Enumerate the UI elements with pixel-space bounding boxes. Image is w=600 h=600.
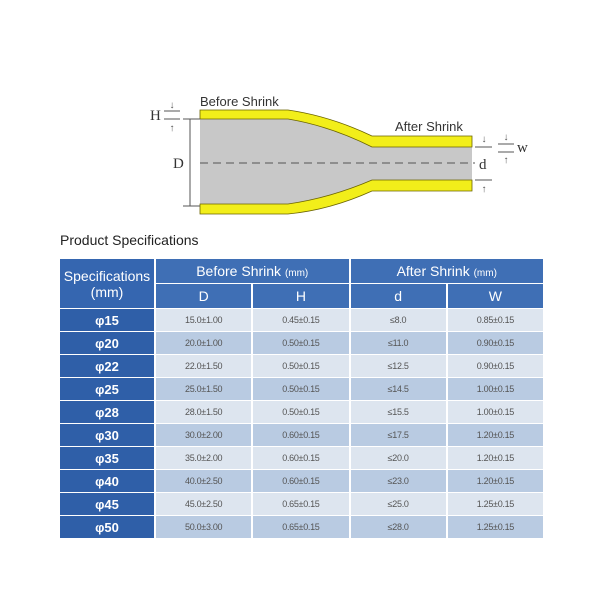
cell-H: 0.50±0.15 xyxy=(253,401,349,423)
spec-header: Specifications (mm) xyxy=(60,259,154,308)
dim-w-label: w xyxy=(517,140,528,156)
shrink-tube-diagram: ↓ ↑ ↓ ↑ ↓ ↑ Before Shrink After Shrink H… xyxy=(150,94,528,215)
table-row: φ20 20.0±1.00 0.50±0.15 ≤11.0 0.90±0.15 xyxy=(60,332,543,354)
cell-W: 1.20±0.15 xyxy=(447,447,543,469)
cell-H: 0.65±0.15 xyxy=(253,493,349,515)
tube-wall-bottom xyxy=(199,179,473,215)
cell-d: ≤12.5 xyxy=(350,355,446,377)
cell-W: 1.20±0.15 xyxy=(447,470,543,492)
after-shrink-label: After Shrink xyxy=(395,119,463,134)
table-row: φ35 35.0±2.00 0.60±0.15 ≤20.0 1.20±0.15 xyxy=(60,447,543,469)
table-row: φ15 15.0±1.00 0.45±0.15 ≤8.0 0.85±0.15 xyxy=(60,309,543,331)
arrow-down-icon: ↓ xyxy=(482,134,487,145)
cell-d: ≤11.0 xyxy=(350,332,446,354)
cell-H: 0.45±0.15 xyxy=(253,309,349,331)
dim-d-label: d xyxy=(479,157,487,173)
spec-table: Specifications (mm) Before Shrink (mm) Af… xyxy=(58,258,545,539)
cell-H: 0.50±0.15 xyxy=(253,355,349,377)
cell-D: 30.0±2.00 xyxy=(156,424,252,446)
table-row: φ50 50.0±3.00 0.65±0.15 ≤28.0 1.25±0.15 xyxy=(60,516,543,538)
dim-D-label: D xyxy=(173,156,184,172)
cell-spec: φ50 xyxy=(60,516,154,538)
cell-d: ≤15.5 xyxy=(350,401,446,423)
tube-wall-top xyxy=(199,109,473,148)
arrow-up-icon: ↑ xyxy=(504,155,509,166)
dim-h-label: H xyxy=(150,108,161,124)
arrow-up-icon: ↑ xyxy=(482,184,487,195)
table-row: φ30 30.0±2.00 0.60±0.15 ≤17.5 1.20±0.15 xyxy=(60,424,543,446)
cell-spec: φ22 xyxy=(60,355,154,377)
arrow-down-icon: ↓ xyxy=(504,132,509,143)
cell-D: 50.0±3.00 xyxy=(156,516,252,538)
cell-d: ≤20.0 xyxy=(350,447,446,469)
col-header-H: H xyxy=(253,284,349,308)
cell-H: 0.50±0.15 xyxy=(253,332,349,354)
cell-H: 0.60±0.15 xyxy=(253,470,349,492)
cell-H: 0.65±0.15 xyxy=(253,516,349,538)
cell-D: 35.0±2.00 xyxy=(156,447,252,469)
arrow-down-icon: ↓ xyxy=(170,100,175,111)
cell-D: 20.0±1.00 xyxy=(156,332,252,354)
cell-W: 1.25±0.15 xyxy=(447,516,543,538)
cell-D: 25.0±1.50 xyxy=(156,378,252,400)
cell-d: ≤8.0 xyxy=(350,309,446,331)
cell-d: ≤23.0 xyxy=(350,470,446,492)
unit-label: (mm) xyxy=(473,268,497,279)
after-shrink-header: After Shrink (mm) xyxy=(350,259,543,283)
cell-H: 0.60±0.15 xyxy=(253,447,349,469)
cell-spec: φ28 xyxy=(60,401,154,423)
cell-spec: φ35 xyxy=(60,447,154,469)
cell-D: 40.0±2.50 xyxy=(156,470,252,492)
cell-W: 0.90±0.15 xyxy=(447,355,543,377)
cell-d: ≤17.5 xyxy=(350,424,446,446)
col-header-d: d xyxy=(350,284,446,308)
spec-header-unit: (mm) xyxy=(90,283,124,300)
cell-spec: φ20 xyxy=(60,332,154,354)
cell-W: 0.90±0.15 xyxy=(447,332,543,354)
cell-spec: φ25 xyxy=(60,378,154,400)
before-shrink-header: Before Shrink (mm) xyxy=(156,259,349,283)
cell-W: 1.20±0.15 xyxy=(447,424,543,446)
table-row: φ45 45.0±2.50 0.65±0.15 ≤25.0 1.25±0.15 xyxy=(60,493,543,515)
cell-spec: φ40 xyxy=(60,470,154,492)
cell-spec: φ45 xyxy=(60,493,154,515)
cell-H: 0.50±0.15 xyxy=(253,378,349,400)
cell-D: 15.0±1.00 xyxy=(156,309,252,331)
cell-W: 0.85±0.15 xyxy=(447,309,543,331)
unit-label: (mm) xyxy=(284,268,309,279)
section-title: Product Specifications xyxy=(60,232,199,248)
cell-D: 45.0±2.50 xyxy=(156,493,252,515)
spec-header-label: Specifications xyxy=(63,267,151,284)
cell-H: 0.60±0.15 xyxy=(253,424,349,446)
cell-W: 1.25±0.15 xyxy=(447,493,543,515)
cell-d: ≤14.5 xyxy=(350,378,446,400)
table-row: φ28 28.0±1.50 0.50±0.15 ≤15.5 1.00±0.15 xyxy=(60,401,543,423)
col-header-D: D xyxy=(156,284,252,308)
before-header-label: Before Shrink xyxy=(196,263,282,279)
cell-D: 22.0±1.50 xyxy=(156,355,252,377)
after-header-label: After Shrink xyxy=(396,263,470,279)
table-row: φ40 40.0±2.50 0.60±0.15 ≤23.0 1.20±0.15 xyxy=(60,470,543,492)
cell-d: ≤28.0 xyxy=(350,516,446,538)
col-header-W: W xyxy=(447,284,543,308)
cell-spec: φ15 xyxy=(60,309,154,331)
cell-W: 1.00±0.15 xyxy=(447,401,543,423)
cell-D: 28.0±1.50 xyxy=(156,401,252,423)
table-row: φ22 22.0±1.50 0.50±0.15 ≤12.5 0.90±0.15 xyxy=(60,355,543,377)
cell-d: ≤25.0 xyxy=(350,493,446,515)
arrow-up-icon: ↑ xyxy=(170,123,175,134)
cell-spec: φ30 xyxy=(60,424,154,446)
table-row: φ25 25.0±1.50 0.50±0.15 ≤14.5 1.00±0.15 xyxy=(60,378,543,400)
cell-W: 1.00±0.15 xyxy=(447,378,543,400)
before-shrink-label: Before Shrink xyxy=(200,94,279,109)
